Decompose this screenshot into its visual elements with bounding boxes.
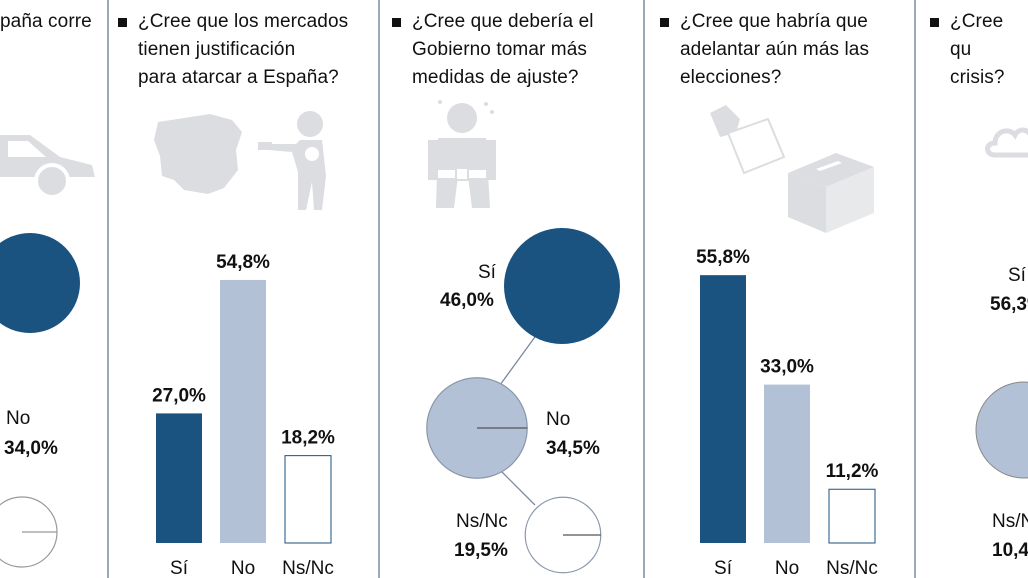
pie-3-circle-1 bbox=[504, 228, 620, 344]
bar-category-label-2-3: Ns/Nc bbox=[282, 558, 334, 578]
bar-value-label-4-1: 55,8% bbox=[696, 247, 750, 268]
pie-5-value-nsnc: 10,4 bbox=[992, 540, 1028, 561]
cloud-icon bbox=[985, 127, 1028, 158]
bar-value-label-2-3: 18,2% bbox=[281, 428, 335, 449]
question-1-text: paña corre bbox=[0, 11, 92, 32]
pie-1-label-no: No bbox=[6, 408, 31, 429]
tight-belt-figure-icon bbox=[428, 100, 496, 208]
question-bullet-icon bbox=[118, 18, 127, 27]
bar-category-label-4-2: No bbox=[775, 558, 799, 578]
spain-map-and-robber-icon bbox=[154, 111, 326, 210]
panel-divider bbox=[107, 0, 109, 578]
pie-1-value-no: 34,0% bbox=[4, 438, 58, 459]
pie-3-label-si: Sí bbox=[478, 262, 496, 283]
pie-3-label-no: No bbox=[546, 409, 571, 430]
panel-divider bbox=[914, 0, 916, 578]
panel-divider bbox=[378, 0, 380, 578]
pie-chart-5 bbox=[975, 381, 1028, 479]
car-icon bbox=[0, 135, 95, 199]
question-3: ¿Cree que debería el Gobierno tomar más … bbox=[392, 8, 594, 92]
ballot-box-icon bbox=[710, 105, 874, 233]
question-4: ¿Cree que habría que adelantar aún más l… bbox=[660, 8, 869, 92]
bar-chart-4: 55,8% Sí 33,0% No 11,2% Ns/Nc bbox=[696, 247, 879, 578]
question-5-text: ¿Cree qu crisis? bbox=[950, 11, 1005, 88]
bar-category-label-2-1: Sí bbox=[170, 558, 189, 578]
bar-value-label-2-1: 27,0% bbox=[152, 385, 206, 406]
question-2-text: ¿Cree que los mercados tienen justificac… bbox=[138, 11, 349, 88]
pie-3-label-nsnc: Ns/Nc bbox=[456, 511, 508, 532]
bar-4-3 bbox=[828, 488, 876, 544]
question-bullet-icon bbox=[660, 18, 669, 27]
question-2: ¿Cree que los mercados tienen justificac… bbox=[118, 8, 348, 92]
bar-chart-2: 27,0% Sí 54,8% No 18,2% Ns/Nc bbox=[152, 252, 335, 578]
bar-category-label-4-3: Ns/Nc bbox=[826, 558, 878, 578]
bar-value-label-4-3: 11,2% bbox=[826, 461, 879, 482]
bar-value-label-2-2: 54,8% bbox=[216, 252, 270, 273]
pie-5-label-nsnc: Ns/Nc bbox=[992, 511, 1028, 532]
pie-5-no-circle bbox=[975, 381, 1028, 479]
pie-1-large-circle bbox=[0, 233, 80, 333]
pie-3-value-si: 46,0% bbox=[440, 290, 494, 311]
bar-4-1 bbox=[700, 275, 746, 543]
pie-chart-3 bbox=[426, 228, 620, 574]
question-bullet-icon bbox=[930, 18, 939, 27]
question-1: paña corre bbox=[0, 8, 92, 36]
pie-3-connector bbox=[499, 329, 541, 386]
bar-2-3 bbox=[284, 455, 332, 544]
bar-4-2 bbox=[764, 384, 810, 543]
panel-divider bbox=[643, 0, 645, 578]
pie-3-value-nsnc: 19,5% bbox=[454, 540, 508, 561]
question-bullet-icon bbox=[392, 18, 401, 27]
pie-5-value-si: 56,3% bbox=[990, 294, 1028, 315]
bar-value-label-4-2: 33,0% bbox=[760, 357, 814, 378]
question-3-text: ¿Cree que debería el Gobierno tomar más … bbox=[412, 11, 594, 88]
bar-category-label-4-1: Sí bbox=[714, 558, 733, 578]
pie-chart-1 bbox=[0, 233, 80, 568]
bar-2-1 bbox=[156, 413, 202, 543]
pie-3-value-no: 34,5% bbox=[546, 438, 600, 459]
bar-2-2 bbox=[220, 279, 266, 543]
pie-3-connector bbox=[499, 469, 536, 506]
question-5: ¿Cree qu crisis? bbox=[930, 8, 1028, 92]
pie-5-label-si: Sí bbox=[1008, 265, 1026, 286]
question-4-text: ¿Cree que habría que adelantar aún más l… bbox=[680, 11, 870, 88]
bar-category-label-2-2: No bbox=[231, 558, 255, 578]
